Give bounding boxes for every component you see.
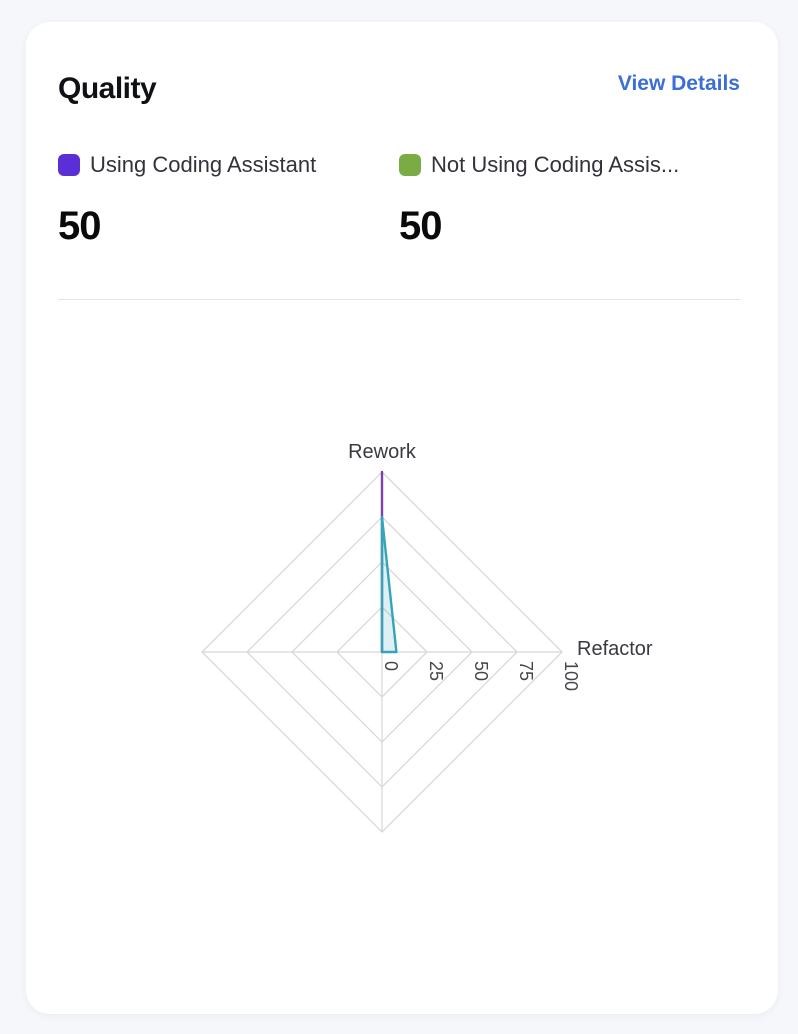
card-title: Quality: [58, 72, 157, 105]
tick-label: 75: [516, 661, 536, 681]
legend-value: 50: [399, 204, 443, 248]
view-details-link[interactable]: View Details: [617, 72, 740, 95]
radar-chart: 0 25 50 75 100 Rework Refactor: [26, 362, 778, 1002]
quality-card: Quality View Details Using Coding Assist…: [26, 22, 778, 1014]
divider: [58, 299, 740, 300]
legend-swatch-not-using-icon: [399, 154, 421, 176]
legend-item-not-using-assistant: Not Using Coding Assis... 50: [399, 152, 740, 249]
legend-label: Using Coding Assistant: [90, 152, 317, 177]
tick-label: 50: [471, 661, 491, 681]
tick-label: 100: [561, 661, 581, 691]
radar-chart-svg: 0 25 50 75 100 Rework Refactor: [201, 441, 653, 833]
legend-value: 50: [58, 204, 102, 248]
tick-label: 0: [381, 661, 401, 671]
axis-label-refactor: Refactor: [577, 638, 653, 660]
legend-item-using-assistant: Using Coding Assistant 50: [58, 152, 399, 249]
series-not-using-coding-assistant: [380, 515, 398, 654]
legend-label: Not Using Coding Assis...: [431, 152, 680, 177]
card-header: Quality View Details: [58, 72, 740, 106]
tick-label: 25: [426, 661, 446, 681]
legend-row: Using Coding Assistant 50 Not Using Codi…: [58, 152, 740, 249]
axis-label-rework: Rework: [348, 441, 417, 463]
legend-swatch-using-icon: [58, 154, 80, 176]
